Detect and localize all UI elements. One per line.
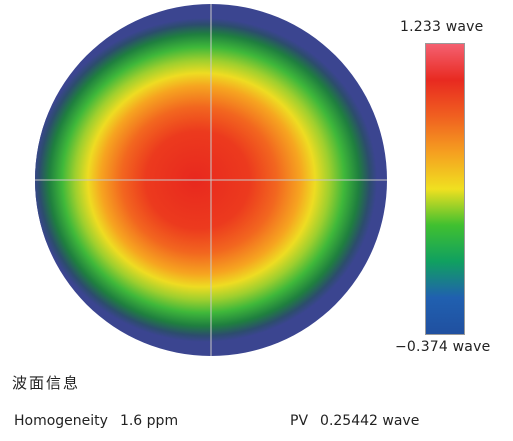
colorbar	[425, 43, 465, 335]
color-scale: 1.233 wave −0.374 wave	[392, 18, 510, 363]
homogeneity-label: Homogeneity	[14, 413, 108, 429]
homogeneity-value: 1.6 ppm	[119, 413, 179, 429]
homogeneity-stat: Homogeneity 1.6 ppm	[14, 413, 178, 429]
pv-value: 0.25442 wave	[320, 413, 420, 429]
wavefront-map-svg	[35, 4, 387, 356]
scale-min-label: −0.374 wave	[395, 339, 491, 355]
scale-max-label: 1.233 wave	[400, 19, 484, 35]
section-title: 波面信息	[12, 374, 81, 392]
pv-label: PV	[290, 413, 309, 429]
wavefront-map	[35, 4, 387, 356]
pv-stat: PV 0.25442 wave	[290, 413, 419, 429]
